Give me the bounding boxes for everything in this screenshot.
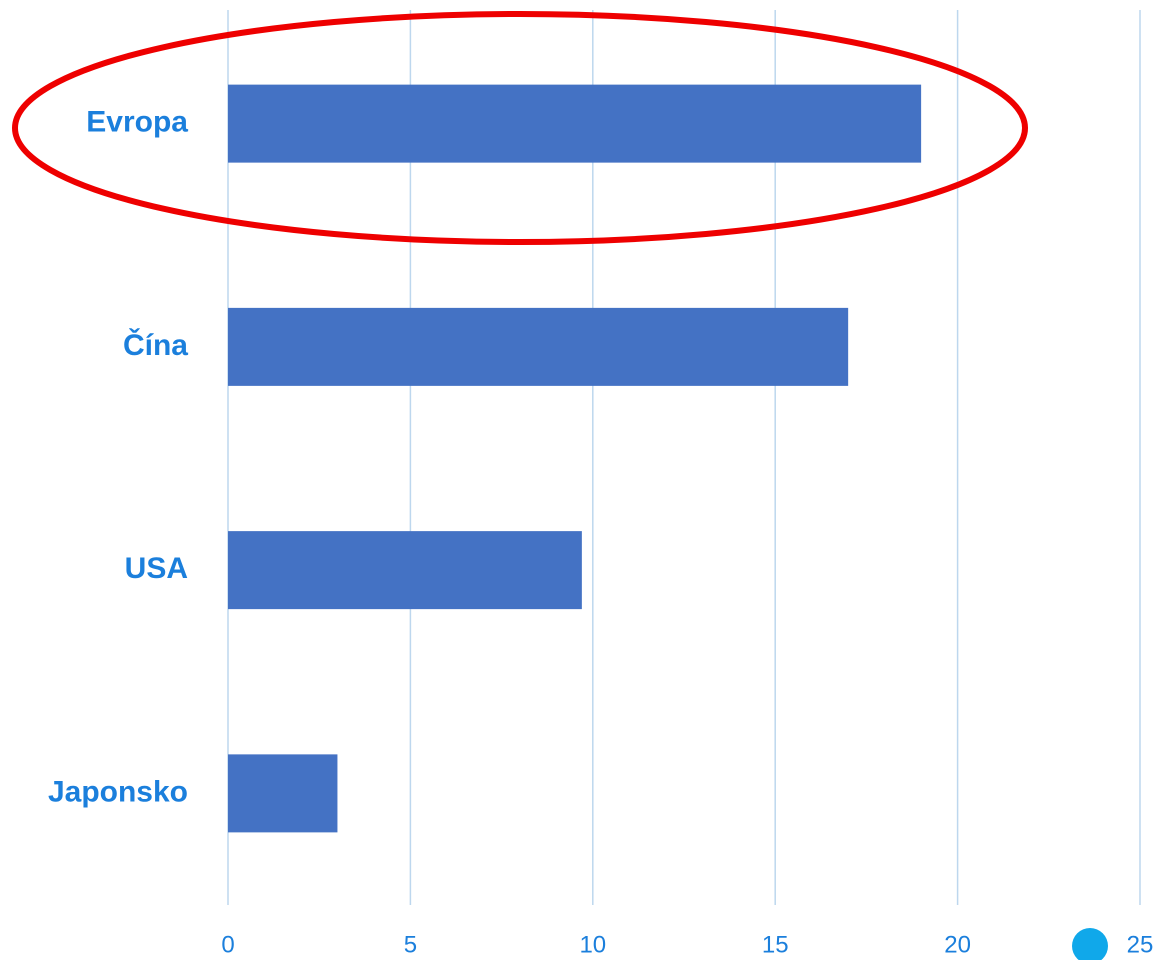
x-tick-label: 25 — [1127, 931, 1154, 958]
labels: 0 5 10 15 20 25 Evropa Čína USA Japonsko — [48, 106, 1153, 959]
highlight-ellipse — [12, 11, 1028, 245]
bar — [228, 307, 849, 386]
x-tick-label: 10 — [579, 931, 606, 958]
y-tick-label: USA — [125, 552, 188, 585]
x-tick-label: 20 — [944, 931, 971, 958]
bar — [228, 754, 338, 833]
bar — [228, 84, 922, 163]
y-tick-label: Evropa — [86, 106, 188, 139]
bar — [228, 531, 582, 610]
y-tick-label: Čína — [123, 328, 188, 362]
x-tick-label: 5 — [404, 931, 417, 958]
bars — [228, 84, 922, 833]
y-tick-label: Japonsko — [48, 775, 188, 808]
cursor-dot — [1072, 928, 1108, 960]
x-tick-label: 0 — [221, 931, 234, 958]
x-tick-label: 15 — [762, 931, 789, 958]
